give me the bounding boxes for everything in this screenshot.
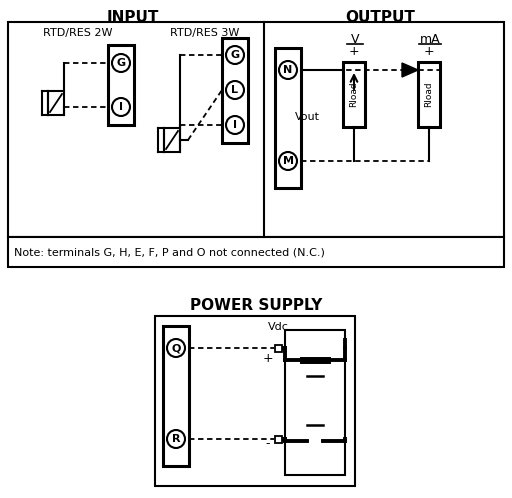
Text: +: + bbox=[424, 45, 434, 58]
Bar bbox=[222, 38, 248, 143]
Text: -: - bbox=[266, 438, 270, 451]
Bar bbox=[48, 91, 64, 115]
Text: Rload: Rload bbox=[424, 82, 434, 107]
Text: OUTPUT: OUTPUT bbox=[345, 10, 415, 25]
Bar bbox=[108, 45, 134, 125]
Text: Vout: Vout bbox=[295, 112, 320, 122]
Circle shape bbox=[226, 116, 244, 134]
Polygon shape bbox=[402, 63, 418, 77]
Bar bbox=[285, 330, 345, 475]
Text: +: + bbox=[263, 352, 273, 365]
Bar bbox=[8, 22, 504, 237]
Text: V: V bbox=[351, 33, 359, 46]
Text: G: G bbox=[230, 50, 240, 60]
Circle shape bbox=[112, 54, 130, 72]
Bar bbox=[274, 435, 282, 443]
Bar bbox=[155, 316, 355, 486]
Circle shape bbox=[279, 61, 297, 79]
Text: R: R bbox=[172, 434, 180, 444]
Text: INPUT: INPUT bbox=[107, 10, 159, 25]
Text: Rload: Rload bbox=[350, 82, 358, 107]
Circle shape bbox=[112, 98, 130, 116]
Circle shape bbox=[279, 152, 297, 170]
Text: N: N bbox=[283, 65, 293, 75]
Text: Note: terminals G, H, E, F, P and O not connected (N.C.): Note: terminals G, H, E, F, P and O not … bbox=[14, 247, 325, 257]
Bar bbox=[343, 62, 365, 127]
Bar bbox=[274, 345, 282, 352]
Bar bbox=[8, 237, 504, 267]
Circle shape bbox=[226, 46, 244, 64]
Bar bbox=[163, 326, 189, 466]
Text: RTD/RES 3W: RTD/RES 3W bbox=[170, 28, 240, 38]
Text: M: M bbox=[283, 156, 293, 166]
Bar bbox=[418, 62, 440, 127]
Text: mA: mA bbox=[420, 33, 440, 46]
Circle shape bbox=[167, 430, 185, 448]
Text: RTD/RES 2W: RTD/RES 2W bbox=[43, 28, 113, 38]
Text: I: I bbox=[233, 120, 237, 130]
Circle shape bbox=[226, 81, 244, 99]
Circle shape bbox=[167, 339, 185, 357]
Text: I: I bbox=[119, 102, 123, 112]
Text: Vdc: Vdc bbox=[268, 322, 288, 332]
Text: G: G bbox=[116, 58, 125, 68]
Text: L: L bbox=[231, 85, 239, 95]
Text: POWER SUPPLY: POWER SUPPLY bbox=[190, 298, 322, 313]
Bar bbox=[164, 128, 180, 152]
Text: +: + bbox=[349, 45, 359, 58]
Text: Q: Q bbox=[172, 343, 181, 353]
Bar bbox=[275, 48, 301, 188]
